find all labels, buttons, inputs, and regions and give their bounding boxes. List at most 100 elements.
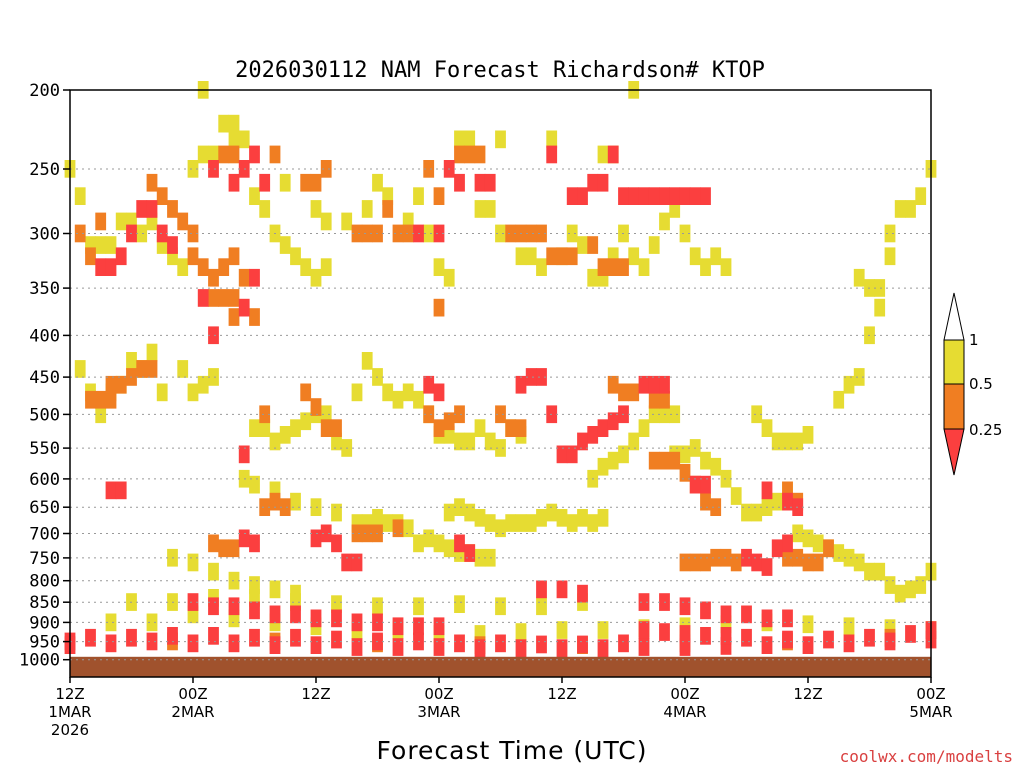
data-cell	[536, 224, 547, 243]
data-cell	[269, 580, 281, 599]
data-cell	[782, 432, 793, 451]
data-cell	[864, 628, 875, 647]
y-tick-label: 250	[29, 160, 60, 180]
data-cell	[413, 597, 424, 616]
data-cell	[566, 247, 578, 266]
data-cell	[720, 615, 732, 634]
data-cell	[577, 187, 588, 205]
x-tick-label: 3MAR	[417, 703, 460, 721]
data-cell	[238, 529, 250, 548]
data-cell	[607, 258, 619, 276]
data-cell	[874, 298, 886, 317]
x-tick-label: 1MAR	[48, 703, 91, 721]
data-cell	[413, 187, 424, 205]
data-cell	[700, 475, 711, 494]
data-cell	[495, 405, 506, 424]
data-cell	[300, 383, 312, 402]
data-cell	[577, 509, 588, 527]
data-cell	[402, 383, 414, 402]
data-cell	[443, 503, 455, 522]
data-cell	[515, 639, 527, 657]
data-cell	[208, 562, 219, 581]
data-cell	[454, 634, 465, 653]
data-cell	[249, 145, 260, 164]
data-cell	[454, 544, 465, 562]
data-cell	[351, 514, 363, 532]
data-cell	[433, 638, 445, 656]
data-cell	[915, 187, 927, 205]
data-cell	[238, 268, 250, 287]
x-tick-label: 00Z	[916, 685, 945, 703]
data-cell	[228, 609, 240, 628]
data-cell	[597, 457, 609, 476]
y-tick-label: 350	[29, 279, 60, 299]
data-cell	[454, 130, 465, 149]
data-cell	[515, 247, 527, 266]
data-cell	[310, 398, 322, 416]
data-cell	[341, 553, 353, 572]
data-cell	[279, 173, 291, 192]
x-tick-label: 00Z	[670, 685, 699, 703]
data-cell	[607, 412, 619, 431]
data-cell	[177, 258, 189, 276]
data-cell	[474, 625, 486, 643]
data-cell	[710, 498, 722, 516]
data-cell	[423, 405, 435, 424]
data-cell	[310, 200, 322, 218]
data-cell	[782, 548, 793, 567]
data-cell	[587, 173, 599, 192]
x-tick-label: 12Z	[547, 685, 576, 703]
data-cell	[566, 514, 578, 532]
data-cell	[187, 224, 199, 243]
data-cell	[546, 145, 558, 164]
data-cell	[484, 514, 496, 532]
data-cell	[146, 360, 158, 378]
data-cell	[720, 637, 732, 655]
data-cell	[638, 621, 650, 639]
data-cell	[310, 529, 322, 548]
data-cell	[597, 419, 609, 437]
y-tick-label: 200	[29, 81, 60, 101]
data-cell	[556, 621, 568, 639]
ground-fill	[70, 656, 931, 677]
credit-text: coolwx.com/modelts	[840, 747, 1013, 766]
colorbar: 1 0.5 0.25	[943, 292, 1002, 476]
y-tick-label: 850	[29, 593, 60, 613]
data-cell	[423, 375, 435, 394]
data-cell	[208, 289, 219, 307]
data-cell	[392, 224, 404, 243]
data-cell	[679, 638, 691, 656]
data-cell	[85, 390, 96, 409]
data-cell	[279, 426, 291, 444]
data-cell	[146, 200, 158, 218]
data-cell	[105, 375, 117, 394]
data-cell	[85, 236, 96, 254]
data-cell	[95, 390, 107, 409]
data-cell	[392, 617, 404, 636]
data-cell	[802, 426, 814, 444]
data-cell	[874, 279, 886, 297]
data-cell	[638, 375, 650, 394]
data-cell	[556, 247, 568, 266]
data-cell	[249, 187, 260, 205]
data-cell	[259, 419, 271, 437]
data-cell	[566, 445, 578, 464]
data-cell	[443, 539, 455, 558]
data-cell	[382, 187, 394, 205]
data-cell	[259, 200, 271, 218]
data-cell	[628, 247, 640, 266]
data-cell	[894, 200, 906, 218]
data-cell	[208, 368, 219, 386]
data-cell	[115, 212, 127, 231]
data-cell	[361, 224, 373, 243]
colorbar-label-0.5: 0.5	[969, 375, 993, 393]
data-cell	[228, 130, 240, 149]
data-cell	[536, 597, 547, 616]
data-cell	[607, 145, 619, 164]
data-cell	[290, 593, 301, 611]
data-cell	[238, 130, 250, 149]
x-tick-label: 12Z	[301, 685, 330, 703]
data-cell	[146, 632, 158, 651]
data-cell	[105, 236, 117, 254]
